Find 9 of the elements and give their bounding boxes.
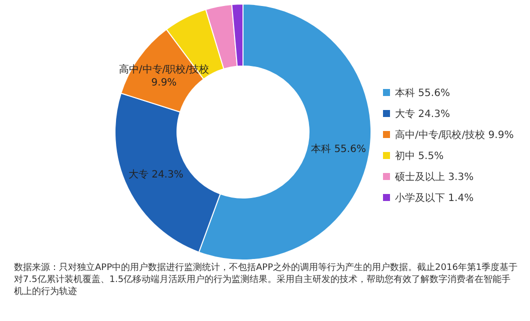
- legend-label: 硕士及以上 3.3%: [394, 171, 474, 183]
- data-label: 大专 24.3%: [128, 168, 184, 181]
- legend-label: 小学及以下 1.4%: [395, 192, 474, 204]
- legend-label: 初中 5.5%: [395, 150, 444, 162]
- legend-label: 高中/中专/职校/技校 9.9%: [395, 129, 514, 141]
- source-note: 数据来源：只对独立APP中的用户数据进行监测统计，不包括APP之外的调用等行为产生的用户数据。截止2016年第1季度基于对7.5亿累计装机覆盖、1.5亿移动端月活跃用户的行为监测结果。采用自主研发的技术，帮助您有效了解数字消费者在智能手机上的行为轨迹: [14, 262, 519, 298]
- data-label: 本科 55.6%: [311, 142, 366, 155]
- legend-label: 大专 24.3%: [395, 108, 450, 120]
- legend-label: 本科 55.6%: [395, 87, 450, 99]
